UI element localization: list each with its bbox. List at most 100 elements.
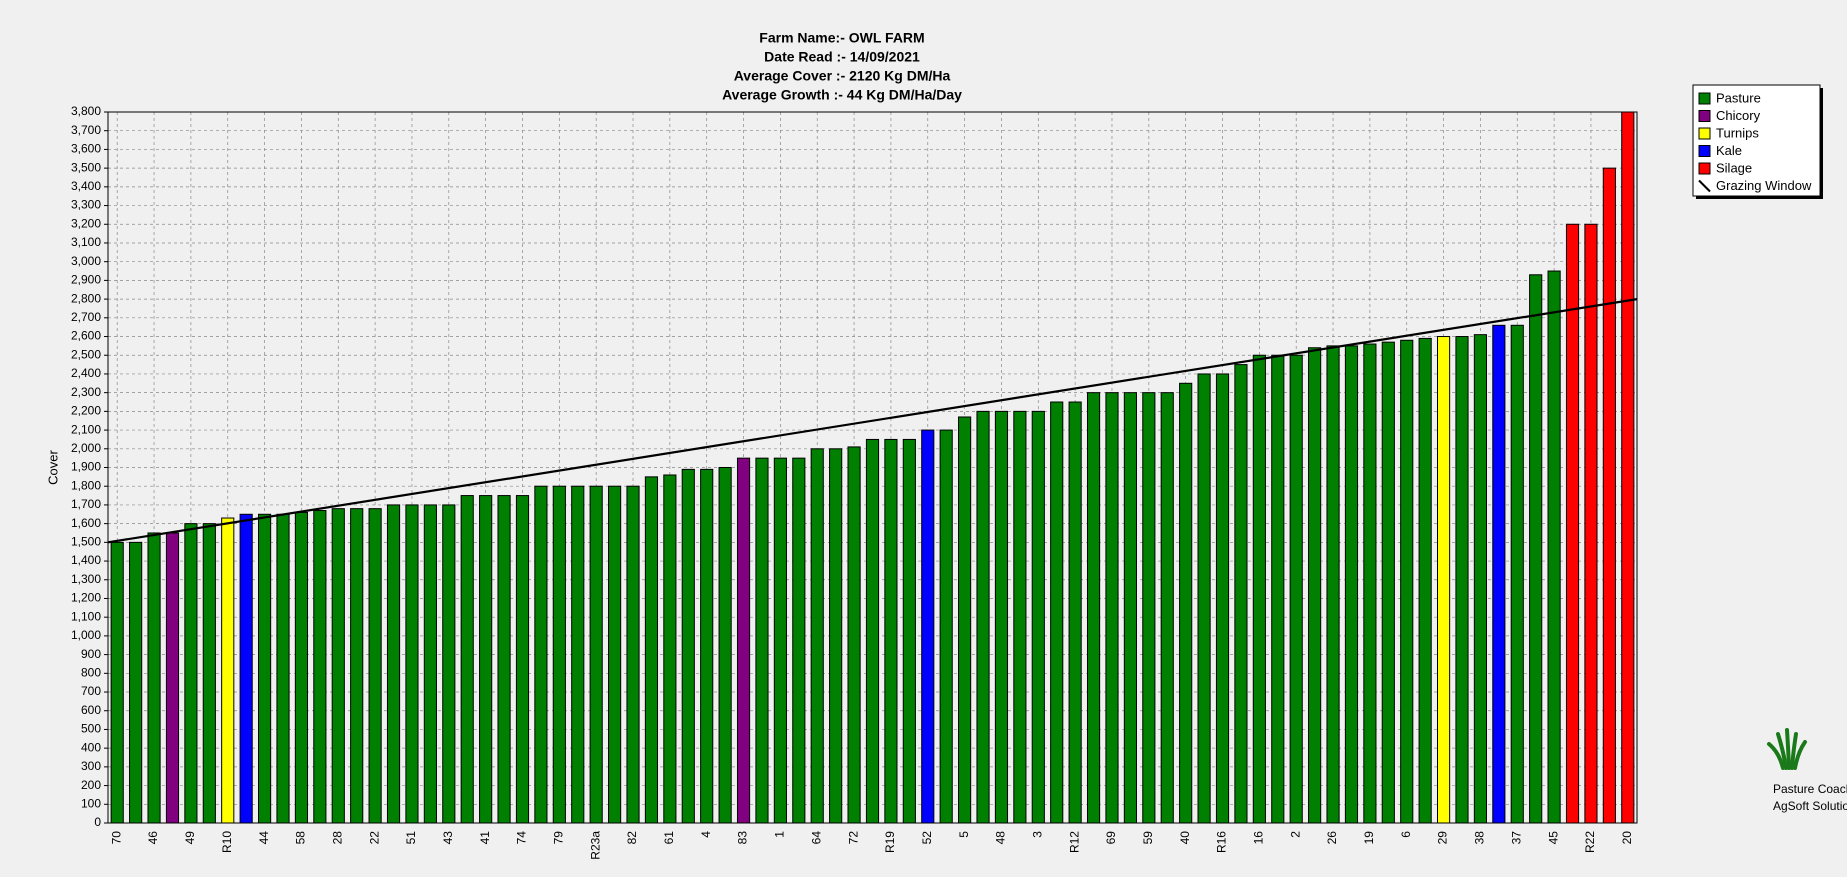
y-tick-label: 2,400 bbox=[71, 366, 101, 380]
legend-line bbox=[1698, 179, 1711, 193]
bar bbox=[994, 410, 1009, 824]
bar bbox=[571, 485, 585, 824]
x-tick-label: 29 bbox=[1436, 831, 1450, 845]
x-tick-label: 79 bbox=[552, 831, 566, 845]
y-tick-label: 3,100 bbox=[71, 235, 101, 249]
bar bbox=[958, 416, 972, 824]
grazing-window-line bbox=[107, 298, 1638, 544]
bar bbox=[589, 485, 603, 824]
bar bbox=[792, 457, 806, 824]
bar bbox=[1418, 337, 1432, 824]
bar bbox=[1068, 401, 1082, 824]
bar bbox=[1197, 373, 1211, 824]
legend-box bbox=[1692, 84, 1821, 197]
bar bbox=[1381, 341, 1395, 824]
x-tick-label: 5 bbox=[957, 831, 971, 838]
x-tick-label: R12 bbox=[1067, 831, 1081, 853]
y-tick-label: 3,000 bbox=[71, 254, 101, 268]
legend-label: Pasture bbox=[1716, 90, 1761, 105]
bar bbox=[1031, 410, 1045, 824]
logo-blade bbox=[1793, 740, 1807, 770]
x-tick-label: 58 bbox=[294, 831, 308, 845]
y-tick-label: 1,700 bbox=[71, 497, 101, 511]
bar bbox=[1142, 392, 1156, 824]
bar bbox=[1584, 223, 1598, 824]
y-axis-label: Cover bbox=[45, 449, 60, 484]
bar bbox=[608, 485, 622, 824]
legend-swatch bbox=[1698, 127, 1711, 140]
legend-swatch bbox=[1698, 145, 1711, 157]
x-tick-label: R10 bbox=[220, 831, 234, 853]
bar bbox=[810, 448, 824, 824]
bar bbox=[884, 438, 898, 824]
bar bbox=[829, 448, 843, 824]
x-tick-label: 22 bbox=[367, 831, 381, 845]
bar bbox=[1013, 410, 1027, 824]
bar bbox=[313, 510, 327, 824]
bar bbox=[1455, 336, 1469, 824]
y-tick-label: 1,400 bbox=[71, 553, 101, 567]
bar bbox=[644, 476, 659, 824]
bar bbox=[460, 495, 474, 824]
x-tick-label: 61 bbox=[662, 831, 676, 845]
y-tick-label: 2,000 bbox=[71, 441, 101, 455]
x-tick-label: 40 bbox=[1178, 831, 1192, 845]
y-tick-label: 2,100 bbox=[71, 422, 101, 436]
x-tick-label: 52 bbox=[920, 831, 934, 845]
bar bbox=[1344, 345, 1359, 824]
x-tick-label: 26 bbox=[1325, 831, 1339, 845]
x-tick-label: 19 bbox=[1362, 831, 1376, 845]
y-tick-label: 1,200 bbox=[71, 591, 101, 605]
x-tick-label: 3 bbox=[1030, 831, 1044, 838]
chart-title: Date Read :- 14/09/2021 bbox=[764, 49, 920, 65]
bar bbox=[294, 511, 309, 824]
bar bbox=[1160, 392, 1174, 824]
bar bbox=[663, 474, 677, 824]
bar bbox=[1492, 324, 1506, 824]
bar bbox=[552, 485, 566, 824]
y-tick-label: 3,400 bbox=[71, 179, 101, 193]
bar bbox=[1326, 345, 1340, 824]
logo-blade bbox=[1767, 742, 1785, 770]
bar bbox=[755, 457, 769, 824]
bar bbox=[1050, 401, 1064, 824]
y-tick-label: 1,300 bbox=[71, 572, 101, 586]
x-tick-label: 16 bbox=[1252, 831, 1266, 845]
legend-swatch bbox=[1698, 110, 1711, 122]
bar bbox=[921, 429, 935, 824]
branding-text: Pasture Coach bbox=[1773, 782, 1847, 796]
logo-blade bbox=[1790, 732, 1798, 770]
bar bbox=[350, 508, 364, 824]
bar bbox=[976, 410, 990, 824]
bar bbox=[276, 513, 290, 824]
bar bbox=[718, 467, 732, 824]
x-tick-label: R23a bbox=[588, 831, 602, 860]
bar bbox=[1547, 270, 1561, 824]
x-tick-label: 4 bbox=[699, 831, 713, 838]
bar bbox=[681, 468, 695, 824]
x-tick-label: 72 bbox=[846, 831, 860, 845]
bar bbox=[1363, 343, 1377, 824]
x-tick-label: R16 bbox=[1215, 831, 1229, 853]
y-tick-label: 3,200 bbox=[71, 216, 101, 230]
bar bbox=[902, 438, 916, 824]
y-tick-label: 1,600 bbox=[71, 516, 101, 530]
y-tick-label: 200 bbox=[81, 778, 101, 792]
chart-title: Farm Name:- OWL FARM bbox=[759, 30, 924, 46]
bar bbox=[1234, 364, 1248, 824]
logo-blade bbox=[1776, 732, 1788, 770]
chart-title: Average Cover :- 2120 Kg DM/Ha bbox=[734, 68, 951, 84]
legend-label: Silage bbox=[1716, 160, 1752, 175]
y-tick-label: 3,800 bbox=[71, 104, 101, 118]
logo bbox=[1767, 728, 1807, 770]
bar bbox=[1252, 354, 1266, 824]
bar bbox=[939, 429, 953, 824]
y-tick-label: 900 bbox=[81, 647, 101, 661]
bar bbox=[368, 508, 382, 824]
x-tick-label: 48 bbox=[994, 831, 1008, 845]
y-tick-label: 1,800 bbox=[71, 478, 101, 492]
x-tick-label: 83 bbox=[736, 831, 750, 845]
x-tick-label: 28 bbox=[330, 831, 344, 845]
y-tick-label: 1,100 bbox=[71, 609, 101, 623]
bar bbox=[442, 504, 456, 824]
